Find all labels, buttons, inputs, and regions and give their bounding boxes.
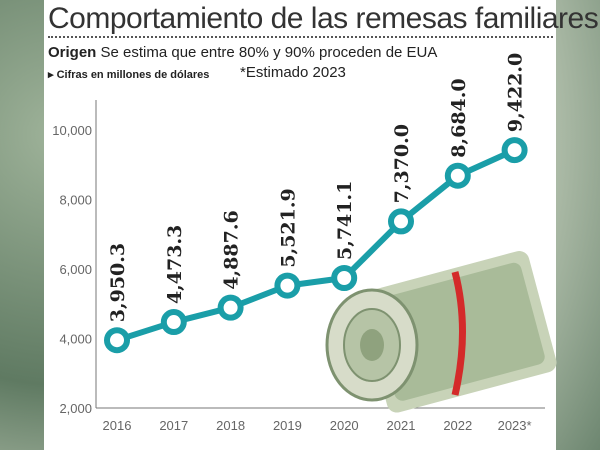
x-tick-label: 2022 xyxy=(443,418,472,433)
data-label: 8,684.0 xyxy=(448,78,470,157)
chart-title: Comportamiento de las remesas familiares xyxy=(48,2,599,35)
data-point xyxy=(104,327,130,354)
x-tick-label: 2021 xyxy=(387,418,416,433)
units-text: Cifras en millones de dólares xyxy=(56,69,210,81)
data-label: 3,950.3 xyxy=(107,243,129,322)
x-tick-label: 2020 xyxy=(330,418,359,433)
x-tick-label: 2017 xyxy=(159,418,188,433)
x-tick-label: 2023* xyxy=(498,418,532,433)
estimate-note: *Estimado 2023 xyxy=(240,64,346,81)
origin-text: Se estima que entre 80% y 90% proceden d… xyxy=(100,44,438,61)
data-label: 5,521.9 xyxy=(277,188,299,267)
x-tick-label: 2019 xyxy=(273,418,302,433)
data-point xyxy=(388,208,414,235)
origin-label: Origen xyxy=(48,44,97,61)
subtitle: Origen Se estima que entre 80% y 90% pro… xyxy=(48,44,437,61)
money-roll-image xyxy=(325,250,557,413)
units-note: ▸ Cifras en millones de dólares xyxy=(48,69,210,81)
x-tick-label: 2018 xyxy=(216,418,245,433)
data-label: 7,370.0 xyxy=(391,124,413,203)
data-label: 4,887.6 xyxy=(221,210,243,289)
data-point xyxy=(274,272,301,299)
y-tick-label: 8,000 xyxy=(59,193,92,208)
data-label: 4,473.3 xyxy=(164,225,186,304)
data-point xyxy=(331,264,358,291)
y-tick-label: 4,000 xyxy=(59,332,92,347)
y-tick-label: 6,000 xyxy=(59,262,92,277)
data-point xyxy=(217,294,244,321)
data-point xyxy=(160,309,187,336)
data-point xyxy=(501,137,528,164)
y-tick-label: 10,000 xyxy=(52,123,92,138)
y-tick-label: 2,000 xyxy=(59,401,92,416)
data-point xyxy=(444,162,471,189)
data-label: 5,741.1 xyxy=(334,181,356,260)
x-tick-label: 2016 xyxy=(103,418,132,433)
divider xyxy=(48,36,553,38)
data-label: 9,422.0 xyxy=(505,53,527,132)
